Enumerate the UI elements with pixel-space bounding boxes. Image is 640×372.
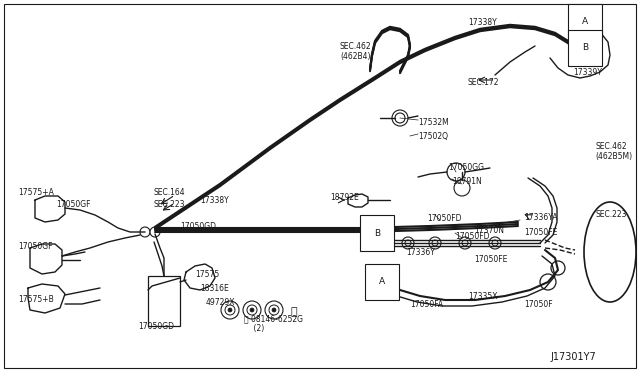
- Text: 17532M: 17532M: [418, 118, 449, 127]
- Circle shape: [454, 180, 470, 196]
- Text: 17050GG: 17050GG: [448, 163, 484, 172]
- Text: 17050FD: 17050FD: [455, 232, 490, 241]
- Text: 17335X: 17335X: [468, 292, 497, 301]
- Circle shape: [402, 237, 414, 249]
- Text: SEC.462
(462B4): SEC.462 (462B4): [340, 42, 372, 61]
- Circle shape: [392, 110, 408, 126]
- Text: 17050GF: 17050GF: [18, 242, 52, 251]
- Circle shape: [221, 301, 239, 319]
- Text: A: A: [379, 278, 385, 286]
- Text: 17050FE: 17050FE: [524, 228, 557, 237]
- Text: 18316E: 18316E: [200, 284, 228, 293]
- Text: 17339Y: 17339Y: [573, 68, 602, 77]
- Text: 17050FA: 17050FA: [410, 300, 443, 309]
- Circle shape: [243, 301, 261, 319]
- Text: A: A: [582, 17, 588, 26]
- Ellipse shape: [584, 202, 636, 302]
- Text: 17575+B: 17575+B: [18, 295, 54, 304]
- Text: 17575: 17575: [195, 270, 220, 279]
- Text: 17370N: 17370N: [474, 226, 504, 235]
- Circle shape: [551, 261, 565, 275]
- Bar: [148, 276, 180, 326]
- Text: 18792E: 18792E: [330, 193, 359, 202]
- Text: SEC.462
(462B5M): SEC.462 (462B5M): [595, 142, 632, 161]
- Circle shape: [265, 301, 283, 319]
- Text: 17050FE: 17050FE: [474, 255, 508, 264]
- Text: SEC.164: SEC.164: [153, 188, 184, 197]
- Text: SEC.172: SEC.172: [468, 78, 499, 87]
- Text: B: B: [582, 44, 588, 52]
- Circle shape: [228, 308, 232, 312]
- Text: ⑷ 08146-6252G
    (2): ⑷ 08146-6252G (2): [244, 314, 303, 333]
- Circle shape: [540, 274, 556, 290]
- Text: 17336Y: 17336Y: [406, 248, 435, 257]
- Circle shape: [447, 163, 465, 181]
- Text: 17502Q: 17502Q: [418, 132, 448, 141]
- Circle shape: [429, 237, 441, 249]
- Circle shape: [272, 308, 276, 312]
- Text: 17050GD: 17050GD: [138, 322, 174, 331]
- Text: 17338Y: 17338Y: [468, 18, 497, 27]
- Text: Ⓡ: Ⓡ: [291, 307, 298, 317]
- Text: SEC.223: SEC.223: [596, 210, 627, 219]
- Circle shape: [459, 237, 471, 249]
- Text: 17336YA: 17336YA: [524, 213, 557, 222]
- Text: SEC.223: SEC.223: [153, 200, 184, 209]
- Text: 49729X: 49729X: [206, 298, 236, 307]
- Text: 17575+A: 17575+A: [18, 188, 54, 197]
- Circle shape: [250, 308, 254, 312]
- Text: 17050GD: 17050GD: [180, 222, 216, 231]
- Text: J17301Y7: J17301Y7: [550, 352, 596, 362]
- Circle shape: [489, 237, 501, 249]
- Text: B: B: [374, 228, 380, 237]
- Text: 17050FD: 17050FD: [427, 214, 461, 223]
- Text: 17050F: 17050F: [524, 300, 552, 309]
- Text: 17338Y: 17338Y: [200, 196, 228, 205]
- Text: 18791N: 18791N: [452, 177, 482, 186]
- Circle shape: [150, 227, 160, 237]
- Circle shape: [140, 227, 150, 237]
- Text: 17050GF: 17050GF: [56, 200, 90, 209]
